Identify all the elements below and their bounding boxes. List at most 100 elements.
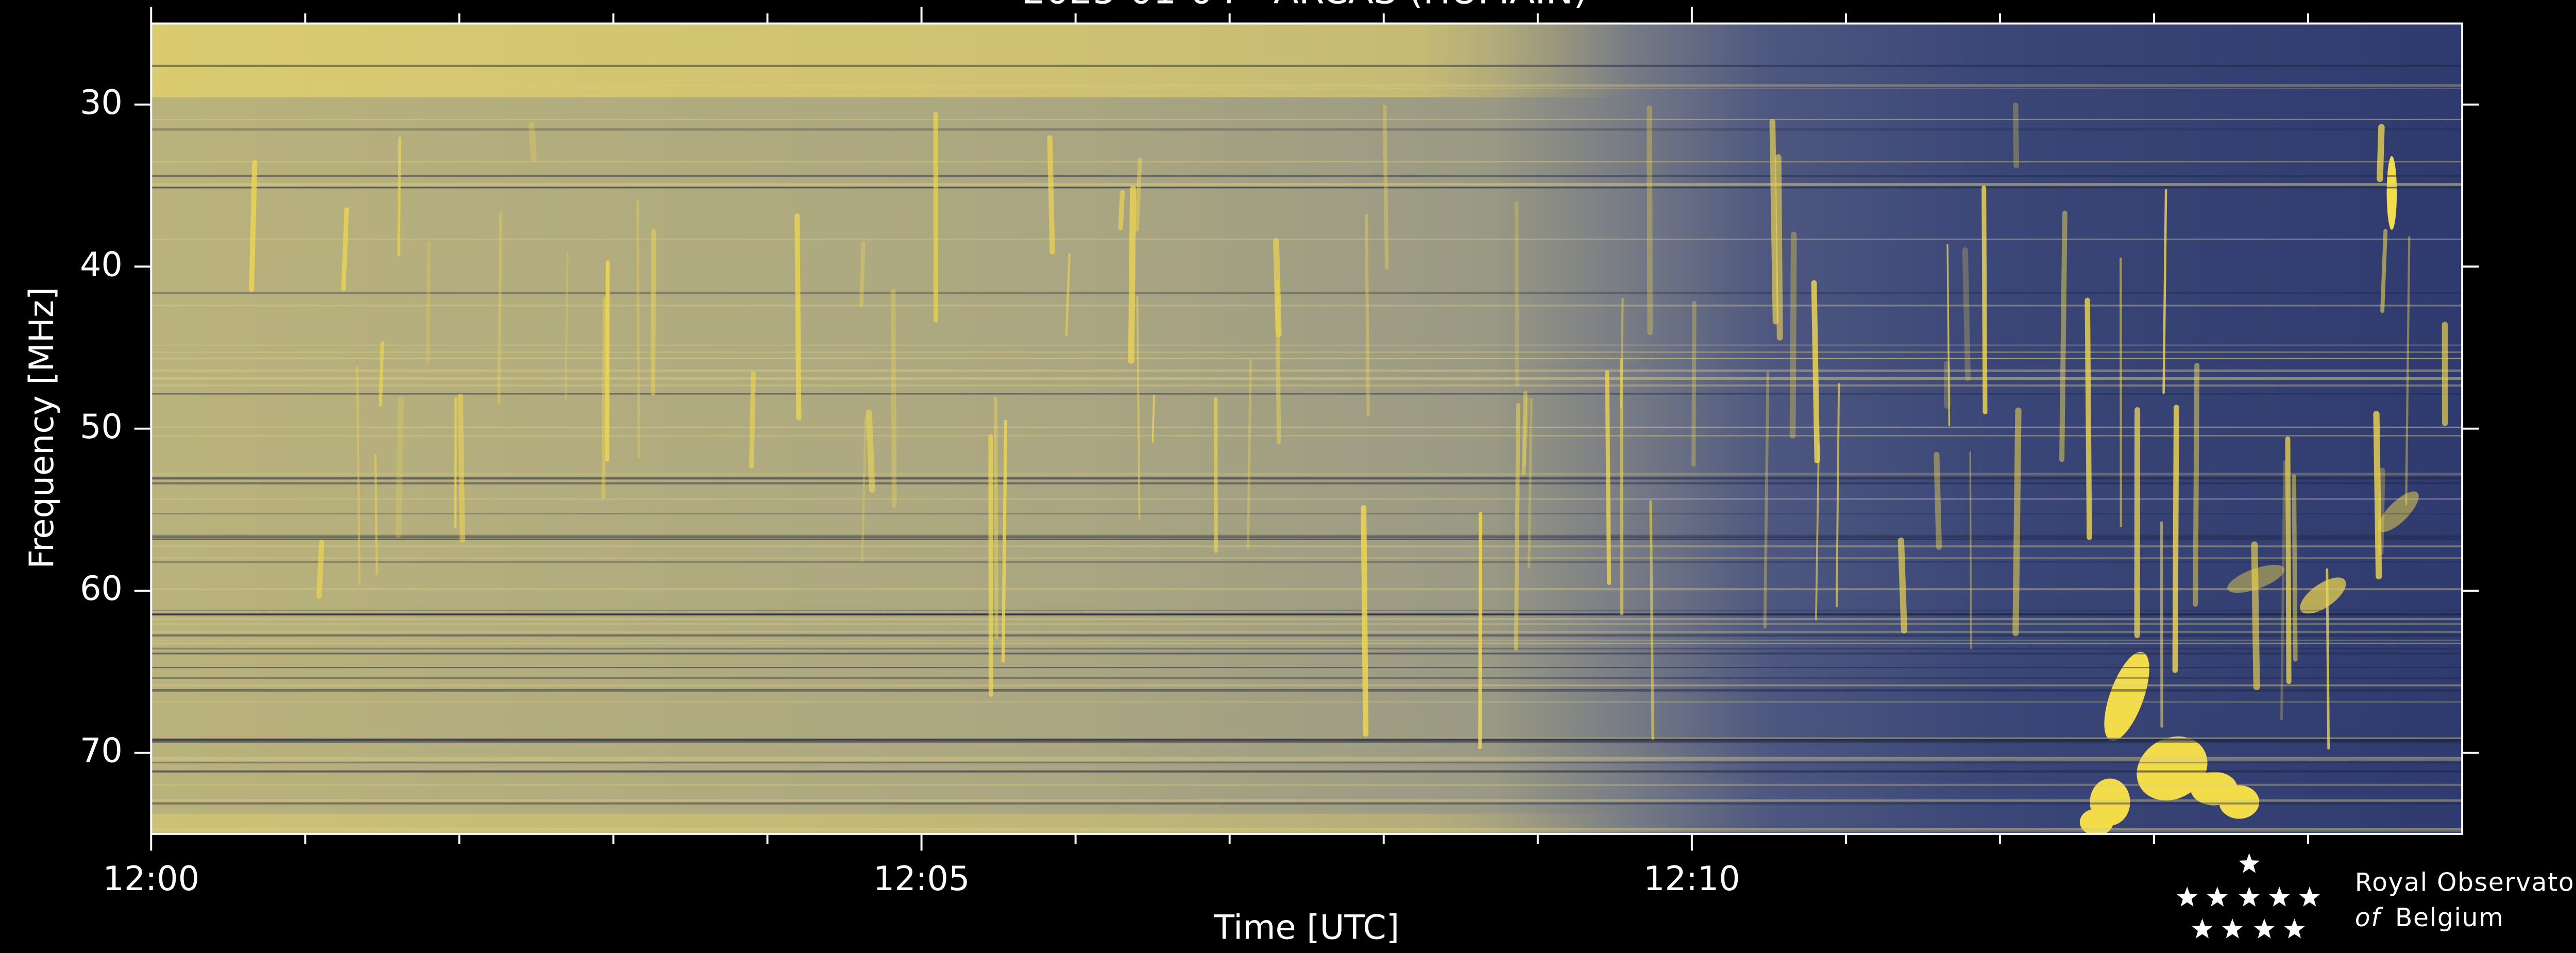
- streak: [395, 396, 404, 538]
- streak: [1691, 301, 1697, 467]
- streak: [1775, 154, 1783, 341]
- streak: [890, 289, 897, 508]
- y-axis-label: Frequency [MHz]: [23, 287, 61, 569]
- logo-stars: [2177, 853, 2320, 939]
- streak: [1897, 537, 1907, 634]
- streak: [1151, 395, 1155, 443]
- logo-star: [2239, 887, 2260, 907]
- streak: [2162, 189, 2167, 394]
- streak: [1521, 391, 1528, 475]
- burst-blob: [2300, 577, 2346, 614]
- streak: [1934, 452, 1942, 550]
- streak: [2193, 362, 2200, 607]
- chart-title: 2025-01-04 - ARCAS (HUMAIN): [1022, 0, 1588, 12]
- streak: [2380, 228, 2388, 313]
- streak: [605, 260, 610, 462]
- streak: [1273, 238, 1282, 338]
- streak: [1478, 512, 1483, 749]
- streak: [1136, 295, 1141, 520]
- radio-burst: [2079, 156, 2419, 834]
- streak: [1647, 105, 1653, 336]
- streak: [457, 393, 465, 543]
- x-tick-label: 12:05: [873, 860, 970, 898]
- streak: [1605, 370, 1612, 585]
- streak: [1065, 253, 1071, 337]
- streak: [1981, 185, 1988, 414]
- streak: [374, 454, 378, 575]
- streak: [2377, 124, 2385, 182]
- logo-star: [2253, 918, 2275, 939]
- streak: [2059, 210, 2067, 462]
- streak: [1969, 451, 1972, 649]
- streak: [426, 241, 431, 365]
- burst-blob: [2386, 156, 2397, 230]
- streak: [528, 122, 537, 162]
- spectrogram-background: [151, 23, 2463, 834]
- streak: [1815, 444, 1820, 621]
- streak: [601, 296, 607, 499]
- y-tick-label: 70: [80, 732, 123, 771]
- x-axis-label: Time [UTC]: [1213, 908, 1399, 947]
- streak: [497, 211, 502, 405]
- streak: [2292, 474, 2298, 662]
- streak: [2373, 411, 2382, 580]
- streak: [1811, 280, 1820, 464]
- streak: [2012, 407, 2022, 637]
- streak: [1514, 403, 1520, 651]
- burst-blob: [2378, 491, 2419, 532]
- logo-star: [2192, 918, 2213, 939]
- streak: [356, 366, 361, 586]
- streak: [1246, 358, 1252, 550]
- logo-star: [2177, 887, 2198, 907]
- logo-star: [2269, 887, 2290, 907]
- streak: [1128, 186, 1137, 364]
- y-tick-label: 30: [80, 83, 123, 122]
- streak: [1946, 244, 1951, 426]
- y-tick-label: 50: [80, 408, 123, 446]
- spectrogram: [151, 23, 2463, 834]
- streak: [341, 207, 349, 292]
- streak: [1382, 105, 1389, 270]
- logo-star: [2284, 918, 2305, 939]
- streak: [1649, 500, 1654, 740]
- logo-star: [2207, 887, 2228, 907]
- streak: [1047, 135, 1055, 255]
- streak: [1528, 398, 1533, 569]
- streak: [397, 136, 401, 256]
- burst-blob: [2137, 736, 2208, 801]
- streak: [1361, 505, 1369, 737]
- streak: [2280, 460, 2286, 721]
- logo-line1: Royal Observatory: [2355, 868, 2576, 897]
- streak: [249, 160, 258, 292]
- burst-blob: [2104, 651, 2149, 741]
- streak: [1789, 231, 1797, 439]
- y-tick-label: 40: [80, 245, 123, 284]
- streak: [2326, 568, 2330, 750]
- streak: [749, 371, 756, 469]
- streak: [2285, 436, 2292, 684]
- streak: [565, 251, 569, 400]
- streak: [636, 199, 640, 458]
- logo-star: [2299, 887, 2320, 907]
- streak: [1962, 247, 1971, 381]
- burst-blob: [2079, 809, 2114, 834]
- streak: [993, 396, 998, 640]
- top-band: [151, 23, 2463, 97]
- streak: [866, 409, 875, 493]
- y-tick-label: 60: [80, 570, 123, 608]
- streak: [859, 241, 866, 308]
- logo-line2: Belgium: [2395, 903, 2504, 932]
- logo-star: [2222, 918, 2243, 939]
- streak: [1001, 420, 1008, 663]
- streak: [2012, 102, 2019, 169]
- streak: [1134, 157, 1142, 232]
- logo-star: [2239, 853, 2260, 873]
- x-tick-label: 12:10: [1643, 860, 1740, 898]
- streak: [2172, 405, 2179, 673]
- burst-blob: [2219, 785, 2260, 819]
- logo-line2-italic: of: [2355, 903, 2383, 932]
- x-tick-label: 12:00: [103, 860, 200, 898]
- streak: [794, 213, 802, 421]
